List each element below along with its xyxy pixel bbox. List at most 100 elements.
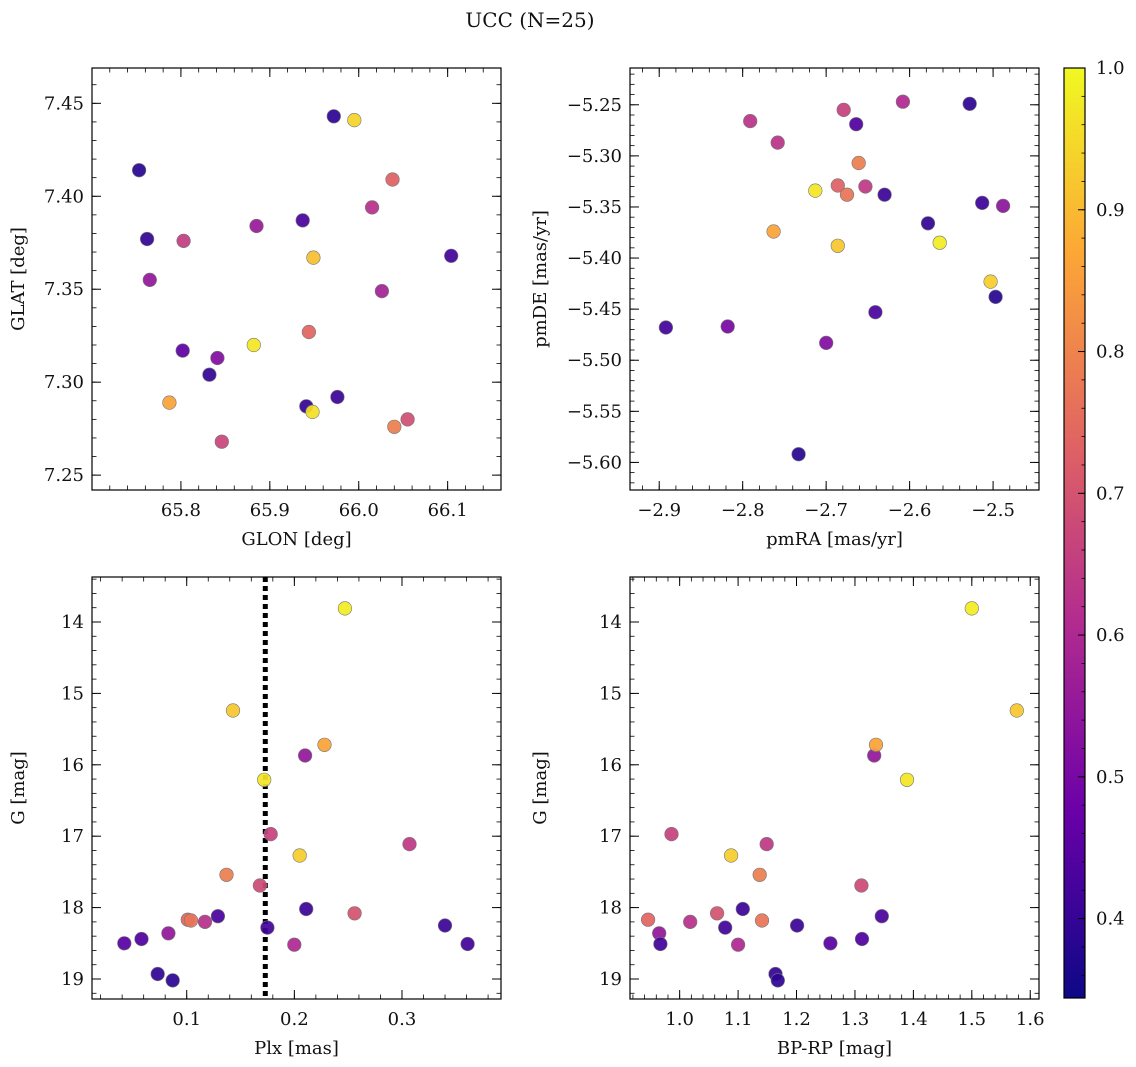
data-point [1009, 703, 1024, 718]
data-point [823, 936, 838, 951]
data-point [263, 826, 278, 842]
data-point [988, 289, 1003, 305]
data-point [752, 867, 767, 882]
colorbar-tick-label: 0.6 [1096, 625, 1125, 646]
data-point [789, 918, 805, 933]
y-tick-label: 16 [599, 755, 622, 776]
data-point [299, 901, 314, 917]
x-tick-label: 1.6 [1016, 1009, 1045, 1030]
x-tick-label: 1.3 [841, 1009, 870, 1030]
data-point [709, 906, 725, 921]
data-point [858, 179, 873, 194]
data-point [210, 350, 225, 366]
data-point [140, 231, 155, 247]
data-point [730, 937, 746, 952]
plot-frame [91, 67, 502, 491]
colorbar-tick-label: 0.8 [1096, 342, 1125, 363]
data-point [337, 601, 353, 616]
data-point [770, 973, 785, 988]
data-point [874, 909, 889, 924]
y-axis-label: G [mag] [8, 751, 29, 824]
data-point [920, 216, 936, 231]
y-tick-label: −5.40 [567, 248, 622, 269]
data-point [437, 918, 453, 933]
data-point [175, 343, 190, 358]
x-tick-label: 1.4 [899, 1009, 928, 1030]
data-point [301, 324, 317, 340]
data-point [720, 319, 735, 334]
data-point [975, 195, 990, 210]
scatter-panel-2: −2.9 −2.8 −2.7 −2.6 −2.5 −5.60 −5.55 −5.50 −5.45… [530, 67, 1040, 550]
data-point [808, 183, 823, 198]
data-point [295, 213, 310, 228]
data-point [287, 937, 302, 952]
x-axis-label: GLON [deg] [241, 529, 351, 550]
data-point [385, 172, 400, 187]
data-point [210, 909, 225, 924]
y-tick-label: 15 [599, 683, 622, 704]
data-point [326, 109, 341, 124]
x-tick-label: −2.8 [721, 500, 765, 521]
data-point [830, 178, 845, 193]
data-point [330, 389, 345, 405]
data-point [252, 878, 267, 893]
scatter-panel-1: 65.8 65.9 66.0 66.1 7.25 7.30 7.35 7.40 7.45 GLON… [8, 67, 502, 550]
data-point [983, 274, 998, 289]
x-tick-label: 65.8 [161, 500, 201, 521]
colorbar: 0.4 0.5 0.6 0.7 0.8 0.9 1.0 [1063, 58, 1125, 999]
data-point [851, 155, 866, 171]
y-tick-label: 19 [61, 969, 84, 990]
plot-frame [629, 576, 1040, 1000]
data-point [292, 848, 307, 863]
data-point [460, 936, 475, 952]
y-tick-label: 7.35 [44, 279, 84, 300]
x-axis-label: BP-RP [mag] [777, 1038, 892, 1059]
data-point [132, 163, 147, 178]
data-point [317, 737, 332, 752]
y-tick-label: 18 [599, 898, 622, 919]
x-tick-label: 0.2 [280, 1009, 309, 1030]
y-tick-label: −5.30 [567, 146, 622, 167]
data-point [374, 284, 390, 299]
y-tick-label: 7.45 [44, 93, 84, 114]
data-point [444, 248, 459, 263]
colorbar-tick-label: 1.0 [1096, 58, 1125, 79]
y-tick-label: 17 [599, 826, 622, 847]
data-point [839, 187, 855, 202]
colorbar-tick-label: 0.5 [1096, 767, 1125, 788]
x-axis-label: Plx [mas] [254, 1038, 339, 1059]
data-point [161, 926, 176, 941]
data-point [932, 235, 947, 250]
data-point [854, 878, 869, 893]
data-point [117, 936, 132, 951]
x-tick-label: 1.5 [957, 1009, 986, 1030]
data-point [246, 337, 261, 353]
data-point [653, 936, 668, 952]
data-point [962, 96, 977, 111]
y-tick-label: −5.25 [567, 95, 622, 116]
y-tick-label: 14 [61, 612, 84, 633]
data-point [306, 250, 321, 265]
data-point [849, 117, 864, 132]
y-axis-label: GLAT [deg] [8, 227, 29, 331]
data-point [718, 920, 733, 935]
x-tick-label: −2.9 [637, 500, 681, 521]
data-point [260, 920, 275, 935]
plot-frame [91, 576, 502, 1000]
data-point [347, 112, 362, 128]
data-point [743, 113, 758, 129]
data-point [165, 973, 180, 988]
figure-title: UCC (N=25) [465, 8, 595, 32]
y-tick-label: 16 [61, 755, 84, 776]
data-point [683, 914, 698, 930]
data-point [830, 238, 845, 253]
scatter-panel-3: 0.1 0.2 0.3 14 15 16 17 18 19 Plx [mas] G [mag] [8, 576, 502, 1059]
data-point [664, 826, 679, 842]
x-tick-label: 1.0 [665, 1009, 694, 1030]
data-point [150, 966, 165, 982]
data-point [176, 233, 191, 248]
data-point [640, 912, 656, 927]
data-point [219, 867, 234, 882]
y-tick-label: 18 [61, 898, 84, 919]
